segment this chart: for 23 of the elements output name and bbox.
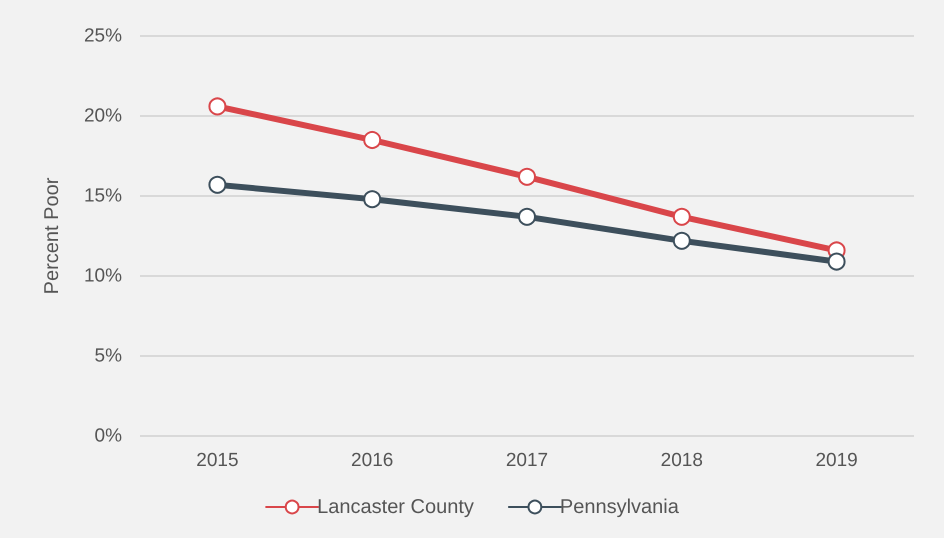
point	[828, 252, 846, 271]
x-tick-label: 2015	[196, 450, 239, 471]
y-axis-title: Percent Poor	[41, 177, 63, 294]
x-tick-label: 2019	[815, 450, 858, 471]
point	[208, 97, 226, 116]
y-tick-label: 0%	[94, 426, 122, 446]
point	[363, 190, 382, 208]
point	[672, 208, 691, 226]
point	[518, 208, 536, 226]
x-tick-label: 2017	[506, 450, 548, 471]
x-tick-label: 2018	[660, 450, 703, 471]
y-tick-label: 20%	[84, 106, 122, 126]
legend-label: Pennsylvania	[560, 496, 680, 518]
point	[672, 232, 691, 250]
y-tick-label: 5%	[94, 346, 122, 366]
x-tick-label: 2016	[351, 450, 394, 471]
point	[518, 168, 536, 186]
point	[208, 176, 226, 194]
point	[363, 131, 382, 149]
y-tick-label: 25%	[84, 26, 122, 46]
legend-label: Lancaster County	[317, 496, 474, 518]
y-tick-label: 10%	[84, 266, 122, 286]
y-tick-label: 15%	[84, 186, 122, 206]
